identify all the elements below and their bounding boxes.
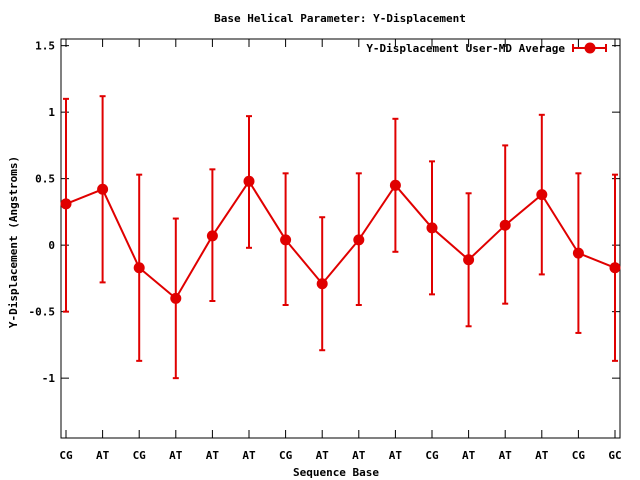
x-tick-label: CG <box>425 449 439 462</box>
x-tick-label: AT <box>206 449 220 462</box>
data-point <box>60 198 72 210</box>
series-line <box>65 179 616 300</box>
data-point <box>243 175 255 187</box>
data-point <box>536 189 548 201</box>
x-tick-label: CG <box>279 449 293 462</box>
legend: Y-Displacement User-MD Average <box>366 42 607 55</box>
data-point <box>609 262 621 274</box>
y-tick-label: -1 <box>42 372 56 385</box>
x-tick-label: CG <box>59 449 73 462</box>
data-point <box>280 234 292 246</box>
x-tick-label: CG <box>572 449 586 462</box>
data-point <box>389 179 401 191</box>
series-layer <box>60 95 621 380</box>
x-tick-label: AT <box>169 449 183 462</box>
y-tick-label: 1.5 <box>35 40 55 53</box>
data-point <box>572 247 584 259</box>
x-tick-label: GC <box>608 449 621 462</box>
data-point <box>426 222 438 234</box>
x-tick-label: CG <box>133 449 147 462</box>
data-point <box>97 183 109 195</box>
x-tick-label: AT <box>242 449 256 462</box>
y-axis-ticks: 1.5 1 0.5 0 -0.5 -1 <box>29 40 620 385</box>
legend-label: Y-Displacement User-MD Average <box>366 42 565 55</box>
y-tick-label: -0.5 <box>29 306 56 319</box>
y-tick-label: 1 <box>48 106 55 119</box>
data-point <box>463 254 475 266</box>
x-tick-label: AT <box>352 449 366 462</box>
data-point <box>133 262 145 274</box>
data-point <box>206 230 218 242</box>
x-tick-label: AT <box>499 449 513 462</box>
x-axis-ticks: CG AT CG AT AT AT CG AT AT AT CG AT AT AT CG GC <box>59 39 622 462</box>
data-point <box>170 292 182 304</box>
x-tick-label: AT <box>96 449 110 462</box>
chart-title: Base Helical Parameter: Y-Displacement <box>214 12 466 25</box>
x-tick-label: AT <box>316 449 330 462</box>
data-point <box>353 234 365 246</box>
y-tick-label: 0 <box>48 239 55 252</box>
legend-marker <box>584 42 596 54</box>
plot-frame <box>60 38 621 439</box>
data-point <box>316 278 328 290</box>
x-tick-label: AT <box>389 449 403 462</box>
x-axis-label: Sequence Base <box>293 466 379 479</box>
y-axis-label: Y-Displacement (Angstroms) <box>7 156 20 328</box>
y-tick-label: 0.5 <box>35 173 55 186</box>
x-tick-label: AT <box>462 449 476 462</box>
data-point <box>499 219 511 231</box>
x-tick-label: AT <box>535 449 549 462</box>
